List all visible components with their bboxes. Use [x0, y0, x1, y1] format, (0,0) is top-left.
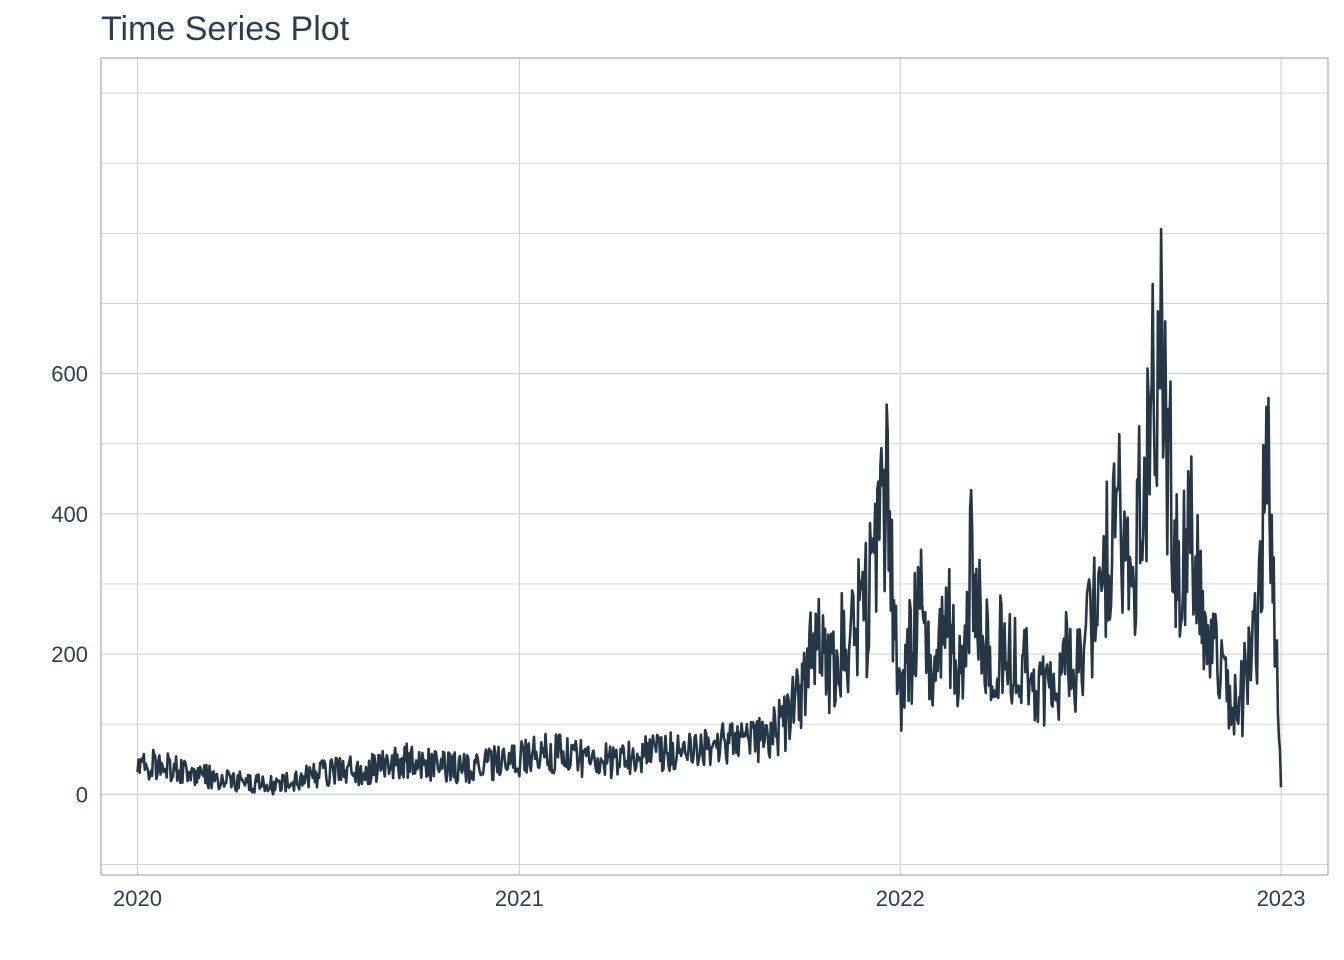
y-tick-label: 400	[51, 502, 88, 527]
y-tick-label: 600	[51, 362, 88, 387]
x-tick-label: 2021	[495, 886, 544, 911]
y-tick-labels: 0 200 400 600	[51, 362, 88, 808]
x-tick-label: 2022	[876, 886, 925, 911]
y-tick-label: 200	[51, 642, 88, 667]
x-tick-labels: 2020 2021 2022 2023	[113, 886, 1305, 911]
plot-panel-border	[100, 57, 1329, 876]
grid-major	[101, 58, 1328, 875]
x-tick-label: 2020	[113, 886, 162, 911]
chart-title: Time Series Plot	[101, 10, 350, 48]
series-line	[136, 227, 1283, 796]
y-tick-label: 0	[76, 782, 88, 807]
plot-panel-background	[101, 58, 1328, 875]
x-tick-label: 2023	[1257, 886, 1306, 911]
grid-minor	[101, 92, 1328, 865]
